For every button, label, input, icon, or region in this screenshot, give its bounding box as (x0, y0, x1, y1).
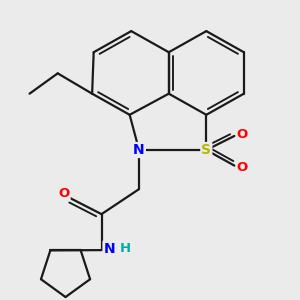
Text: S: S (201, 143, 211, 157)
Text: N: N (133, 143, 145, 157)
Text: O: O (58, 187, 70, 200)
Text: O: O (237, 128, 248, 141)
Text: O: O (237, 161, 248, 174)
Text: N: N (103, 242, 115, 256)
Text: H: H (119, 242, 130, 255)
